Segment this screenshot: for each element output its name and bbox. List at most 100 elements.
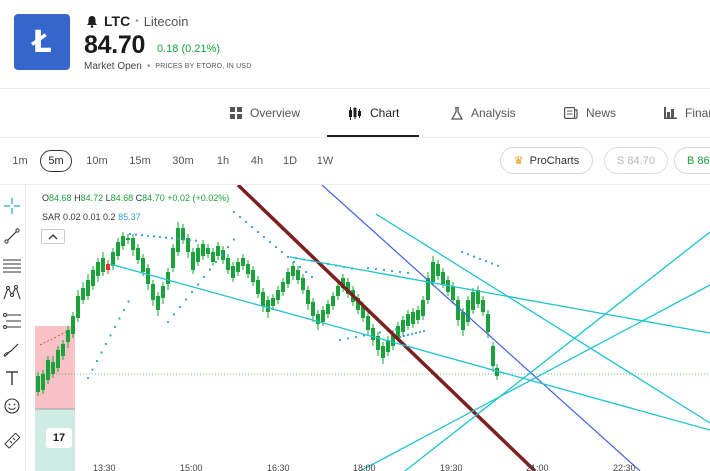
candles-icon: [349, 106, 361, 120]
cyan-channel-bottom[interactable]: [109, 263, 710, 431]
sar-dot: [346, 337, 350, 340]
candle-body: [171, 248, 175, 268]
x-axis-label: 18:00: [353, 463, 376, 471]
sar-dot: [158, 235, 162, 239]
cyan-diagonal-line-2[interactable]: [404, 231, 710, 471]
timeframe-5m[interactable]: 5m: [40, 150, 72, 172]
fib-tool[interactable]: [2, 311, 22, 331]
chart-canvas[interactable]: [27, 185, 710, 471]
sar-dot: [366, 266, 370, 270]
timeframe-1m[interactable]: 1m: [12, 155, 28, 167]
candle-body: [126, 238, 130, 240]
tab-financials[interactable]: Finar: [664, 89, 710, 137]
text-tool[interactable]: [2, 368, 22, 388]
sar-dot: [268, 240, 272, 244]
cyan-channel-top[interactable]: [289, 256, 710, 334]
low-label: L: [105, 193, 111, 203]
maroon-trend-line[interactable]: [236, 185, 537, 471]
brush-tool[interactable]: [2, 340, 22, 360]
close-label: C: [135, 193, 143, 203]
sar-indicator-legend[interactable]: SAR 0.02 0.01 0.2 85.37: [42, 212, 141, 222]
timeframe-1w[interactable]: 1W: [316, 155, 334, 167]
tab-label: Overview: [250, 106, 301, 120]
open-label: O: [42, 193, 50, 203]
candle-body: [401, 320, 405, 332]
candle-body: [61, 344, 65, 356]
timeframe-10m[interactable]: 10m: [86, 155, 108, 167]
sar-dot: [178, 305, 182, 309]
candle-body: [121, 236, 125, 246]
asset-symbol: LTC: [104, 13, 131, 29]
sar-dot: [496, 264, 500, 267]
sar-value: 85.37: [118, 212, 141, 222]
sar-dot: [118, 317, 121, 320]
tab-chart[interactable]: Chart: [348, 89, 399, 137]
x-axis-label: 16:30: [267, 463, 290, 471]
crosshair-tool[interactable]: [2, 196, 22, 216]
tradingview-logo: 17: [46, 428, 72, 448]
sar-dot: [374, 267, 378, 271]
timeframe-1d[interactable]: 1D: [282, 155, 298, 167]
bar-chart-icon: [664, 107, 677, 119]
candle-body: [46, 360, 50, 380]
candles-group: [36, 222, 499, 396]
asset-header: Ł LTC • Litecoin 84.70 0.18 (0.21%) Mark…: [0, 0, 710, 88]
timeframe-4h[interactable]: 4h: [250, 155, 264, 167]
trend-line-tool[interactable]: [2, 226, 22, 246]
candle-body: [201, 244, 205, 256]
candle-body: [161, 286, 165, 298]
smiley-icon: [4, 398, 20, 414]
x-axis-label: 22:30: [613, 463, 636, 471]
candle-body: [206, 248, 210, 254]
ohlc-legend: O84.68 H84.72 L84.68 C84.70 +0.02 (+0.02…: [42, 193, 229, 203]
horizontal-lines-icon: [3, 259, 21, 273]
pattern-tool[interactable]: [2, 283, 22, 303]
candle-body: [411, 312, 415, 324]
tab-analysis[interactable]: Analysis: [451, 89, 516, 137]
candle-body: [246, 264, 250, 274]
timeframe-1h[interactable]: 1h: [216, 155, 230, 167]
candle-body: [461, 312, 465, 330]
ruler-tool[interactable]: [2, 431, 22, 451]
candle-body: [151, 284, 155, 300]
tab-overview[interactable]: Overview: [230, 89, 300, 137]
candle-body: [381, 346, 385, 358]
zone-dashed-line: [39, 329, 71, 346]
litecoin-logo: Ł: [14, 14, 70, 70]
bell-icon[interactable]: [86, 15, 98, 28]
candle-body: [216, 246, 220, 256]
brush-icon: [3, 343, 19, 357]
cyan-diagonal-line-1[interactable]: [375, 213, 710, 424]
sar-dot: [256, 230, 260, 234]
flask-icon: [451, 106, 463, 120]
timeframe-30m[interactable]: 30m: [172, 155, 194, 167]
candle-body: [181, 228, 185, 240]
buy-button[interactable]: B 86: [674, 147, 710, 174]
sar-dot: [298, 265, 302, 269]
candle-body: [356, 298, 360, 310]
candle-body: [186, 238, 190, 252]
sell-button[interactable]: S 84.70: [604, 147, 668, 174]
fibonacci-icon: [3, 313, 21, 329]
price-chart[interactable]: [27, 185, 710, 471]
candle-body: [276, 290, 280, 300]
candle-body: [416, 310, 420, 320]
market-status-row: Market Open • PRICES BY ETORO, IN USD: [84, 61, 251, 72]
sar-dot: [286, 255, 290, 259]
parallel-lines-tool[interactable]: [2, 255, 22, 275]
timeframe-15m[interactable]: 15m: [129, 155, 151, 167]
blue-trend-line[interactable]: [321, 185, 641, 471]
cyan-diagonal-line-3[interactable]: [359, 284, 710, 471]
sar-dot: [91, 368, 94, 371]
tab-news[interactable]: News: [564, 89, 616, 137]
candle-body: [456, 300, 460, 320]
candle-body: [251, 270, 255, 282]
emoji-tool[interactable]: [2, 396, 22, 416]
collapse-legend-button[interactable]: [41, 229, 65, 244]
sar-dot: [478, 257, 482, 260]
candle-body: [96, 262, 100, 276]
candle-body: [331, 296, 335, 306]
candle-body: [266, 300, 270, 312]
prochart-button[interactable]: ♛ ProCharts: [500, 147, 593, 174]
candle-body: [431, 262, 435, 282]
